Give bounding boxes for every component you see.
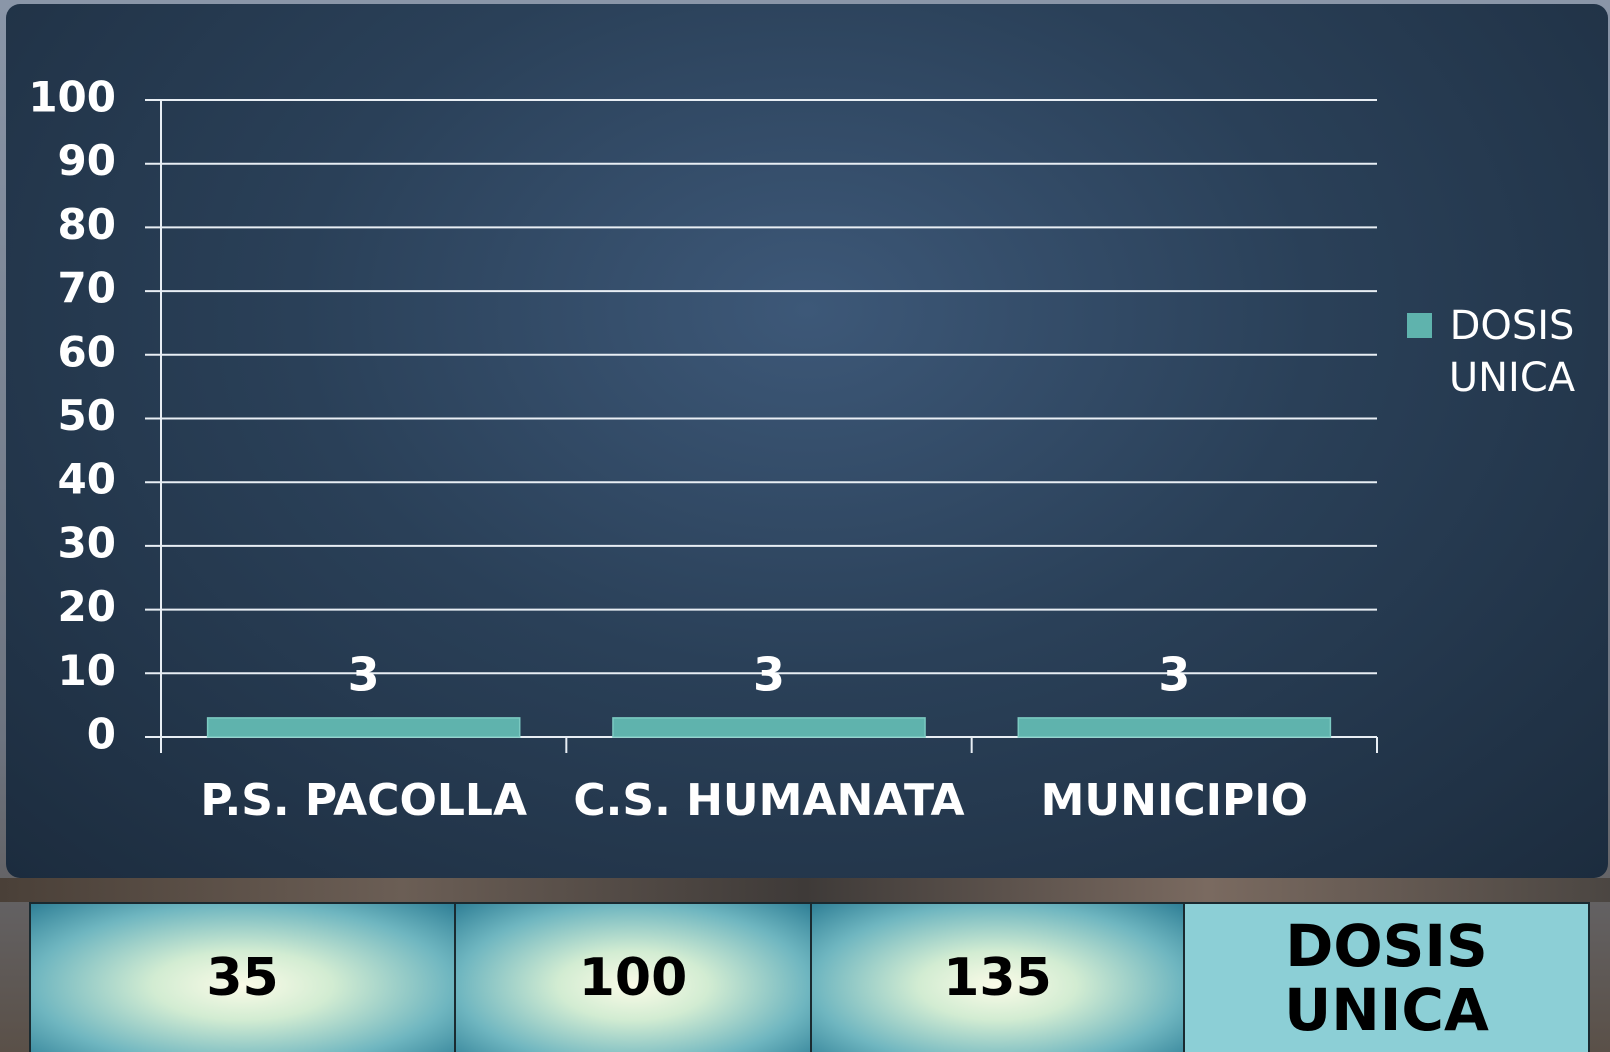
x-tick-label: P.S. PACOLLA — [200, 775, 527, 826]
y-tick-label: 70 — [58, 264, 116, 313]
y-tick-label: 90 — [58, 136, 116, 185]
chart-panel: 0 10 20 30 40 50 60 70 80 90 100 P.S. PACOLLA 3 C.S. … — [6, 4, 1608, 878]
legend-label: DOSIS UNICA — [1437, 300, 1587, 404]
y-tick-label: 80 — [58, 200, 116, 249]
table-cell: 135 — [812, 904, 1185, 1052]
bar — [613, 718, 925, 737]
y-tick-label: 50 — [58, 391, 116, 440]
table-cell: 100 — [456, 904, 812, 1052]
x-tick-label: C.S. HUMANATA — [573, 775, 964, 826]
data-label: 3 — [348, 647, 380, 701]
legend-swatch — [1407, 313, 1432, 338]
y-tick-label: 10 — [58, 646, 116, 695]
x-tick-label: MUNICIPIO — [1041, 775, 1308, 826]
y-tick-label: 40 — [58, 455, 116, 504]
table: 35 100 135 DOSIS UNICA — [29, 902, 1590, 1052]
y-tick-label: 100 — [28, 73, 116, 122]
chart: 0 10 20 30 40 50 60 70 80 90 100 P.S. PACOLLA 3 C.S. … — [6, 4, 1608, 878]
y-tick-label: 30 — [58, 518, 116, 567]
y-tick-label: 20 — [58, 582, 116, 631]
data-label: 3 — [1158, 647, 1190, 701]
y-tick-label: 0 — [87, 710, 116, 759]
bar — [1018, 718, 1330, 737]
bar — [208, 718, 520, 737]
y-tick-label: 60 — [58, 327, 116, 376]
table-header: DOSIS UNICA — [1185, 904, 1588, 1052]
page: {"chart_data": {"type": "bar", "categori… — [0, 0, 1610, 1052]
background-photo — [0, 878, 1610, 902]
data-label: 3 — [753, 647, 785, 701]
table-cell: 35 — [31, 904, 456, 1052]
